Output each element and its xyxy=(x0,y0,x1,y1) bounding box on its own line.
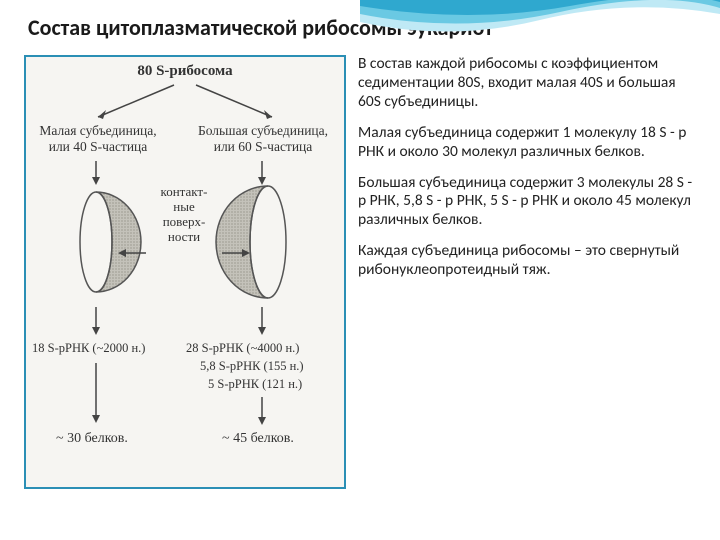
paragraph-1: В состав каждой рибосомы с коэффициентом… xyxy=(358,55,698,112)
small-subunit-line1: Малая субъединица, xyxy=(39,123,156,138)
down-arrows-4 xyxy=(186,395,346,429)
contact-arrows xyxy=(26,243,344,263)
small-subunit-hemisphere xyxy=(46,187,146,297)
small-subunit-label: Малая субъединица, или 40 S-частица xyxy=(28,123,168,154)
split-arrows xyxy=(26,81,344,123)
paragraph-2: Малая субъединица содержит 1 молекулу 18… xyxy=(358,124,698,162)
paragraph-3: Большая субъединица содержит 3 молекулы … xyxy=(358,174,698,231)
left-proteins-label: ~ 30 белков. xyxy=(56,431,128,447)
right-text-column: В состав каждой рибосомы с коэффициентом… xyxy=(358,55,698,489)
large-subunit-hemisphere xyxy=(210,181,326,303)
right-rna-1: 28 S-рРНК (~4000 н.) xyxy=(186,341,299,356)
page-title: Состав цитоплазматической рибосомы эукар… xyxy=(0,0,720,47)
large-subunit-line2: или 60 S-частица xyxy=(214,139,313,154)
down-arrows-3 xyxy=(26,361,186,429)
small-subunit-line2: или 40 S-частица xyxy=(49,139,148,154)
contact-surfaces-label: контакт- ные поверх- ности xyxy=(144,185,224,245)
right-rna-2: 5,8 S-рРНК (155 н.) xyxy=(200,359,304,374)
ribosome-diagram: 80 S-рибосома Малая субъединица, или 40 … xyxy=(24,55,346,489)
right-rna-3: 5 S-рРНК (121 н.) xyxy=(208,377,302,392)
right-proteins-label: ~ 45 белков. xyxy=(222,431,294,447)
down-arrows-2 xyxy=(26,305,344,339)
paragraph-4: Каждая субъединица рибосомы – это сверну… xyxy=(358,242,698,280)
content-row: 80 S-рибосома Малая субъединица, или 40 … xyxy=(0,47,720,489)
large-subunit-line1: Большая субъединица, xyxy=(198,123,328,138)
left-rna-label: 18 S-рРНК (~2000 н.) xyxy=(32,341,145,356)
large-subunit-label: Большая субъединица, или 60 S-частица xyxy=(184,123,342,154)
diagram-top-label: 80 S-рибосома xyxy=(26,57,344,80)
